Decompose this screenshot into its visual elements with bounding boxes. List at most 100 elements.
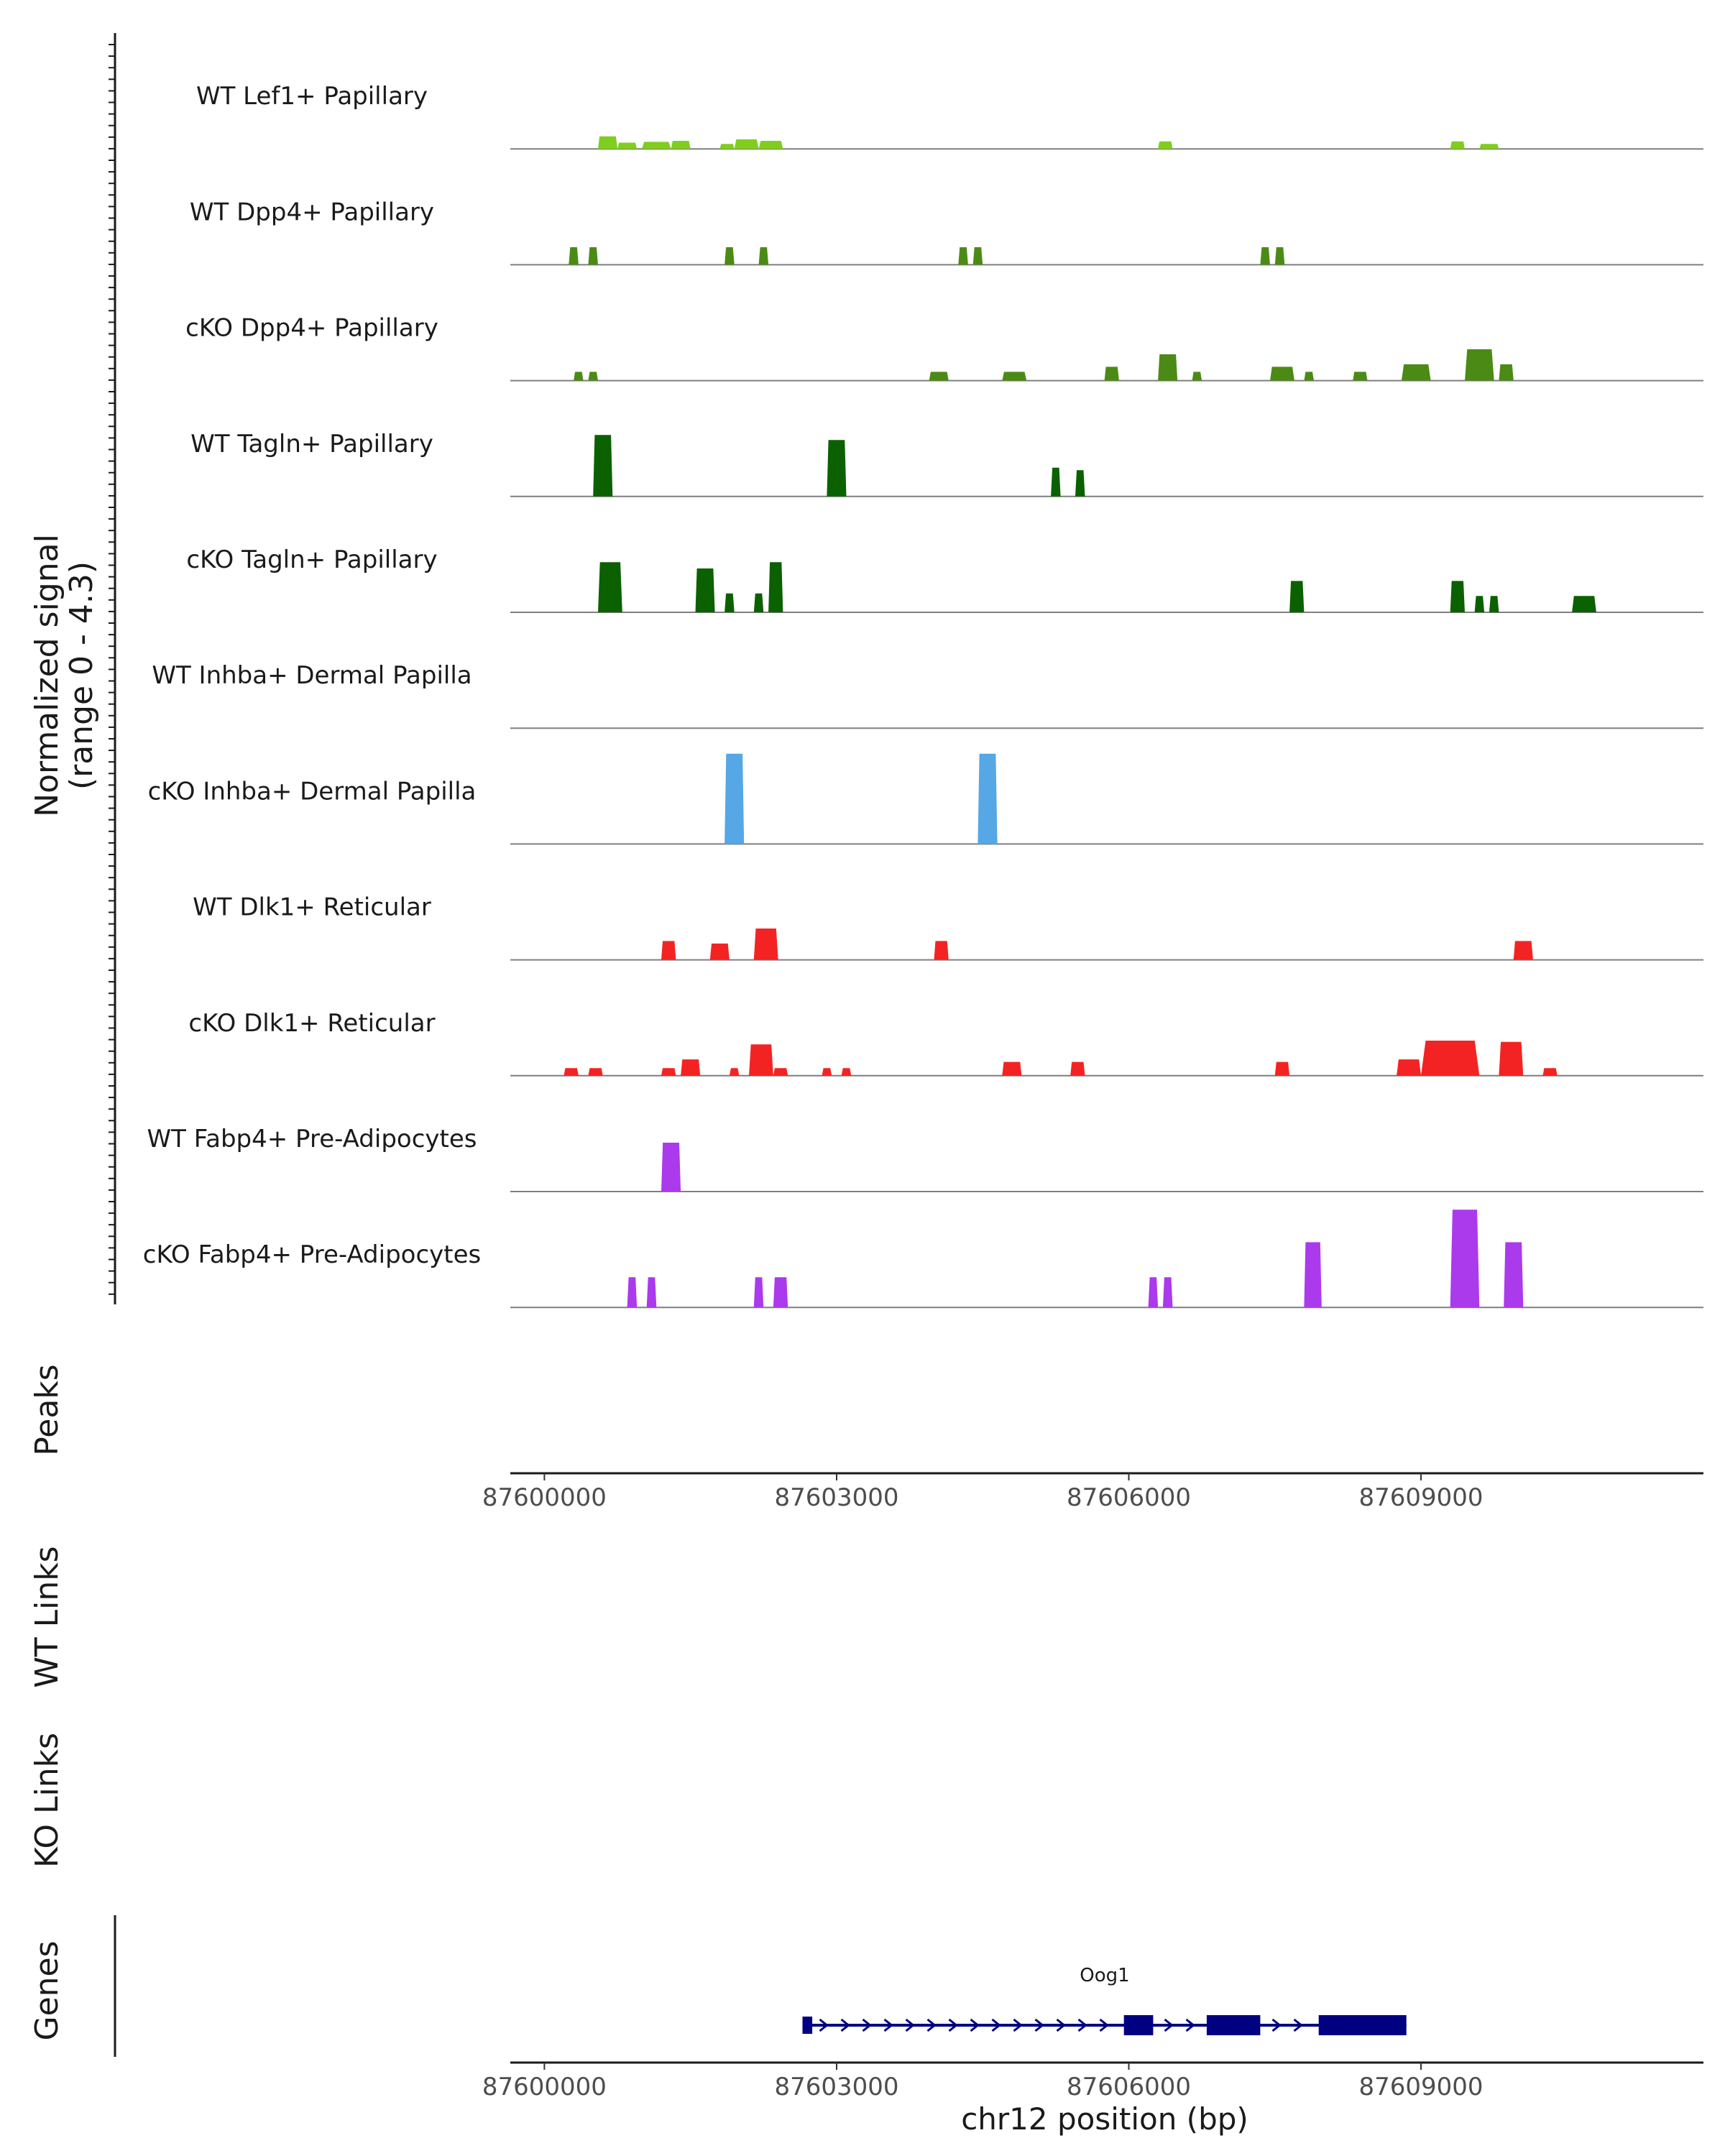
coverage-peak (773, 1068, 788, 1076)
coverage-peak (1002, 1061, 1022, 1076)
strand-arrow (926, 2018, 937, 2032)
strand-arrow (1034, 2018, 1044, 2032)
coverage-peak (758, 141, 783, 149)
track-cko-dpp4-papillary: cKO Dpp4+ Papillary (185, 314, 1703, 382)
coverage-peak (1504, 1242, 1524, 1308)
track-wt-fabp4-pre-adipocytes: WT Fabp4+ Pre-Adipocytes (147, 1125, 1703, 1192)
gene-exon (1206, 2015, 1261, 2035)
strand-arrow (862, 2018, 872, 2032)
coverage-peak (598, 136, 618, 149)
coverage-peak (929, 372, 949, 381)
coverage-peak (1260, 247, 1270, 265)
coverage-peak (671, 141, 691, 149)
genes-x-axis-ticks: 87600000 87603000 87606000 87609000 (482, 2063, 1484, 2101)
strand-arrow (1185, 2018, 1195, 2032)
strand-arrow (840, 2018, 850, 2032)
track-label: WT Fabp4+ Pre-Adipocytes (147, 1125, 477, 1153)
coverage-tracks: WT Lef1+ Papillary WT Dpp4+ Papillary cKO … (143, 82, 1703, 1309)
signal-axis-title: Normalized signal (29, 534, 65, 817)
coverage-peak (588, 372, 598, 381)
coverage-peak (1274, 247, 1285, 265)
coverage-peak (695, 568, 715, 612)
coverage-peak (773, 1277, 788, 1308)
strand-arrow (1271, 2018, 1282, 2032)
track-cko-inhba-dermal-papilla: cKO Inhba+ Dermal Papilla (148, 753, 1703, 845)
coverage-peak (1002, 372, 1027, 381)
coverage-peak (1192, 372, 1202, 381)
coverage-peak (1499, 364, 1514, 381)
coverage-peak (1474, 596, 1485, 612)
track-label: WT Tagln+ Papillary (190, 430, 433, 459)
coverage-peak (598, 562, 622, 612)
peaks-x-axis-tick-label: 87609000 (1358, 1483, 1483, 1512)
signal-axis-subtitle: (range 0 - 4.3) (63, 561, 100, 790)
coverage-peak (1162, 1277, 1173, 1308)
coverage-peak (641, 142, 671, 149)
coverage-peak (1304, 372, 1314, 381)
strand-arrow (1164, 2018, 1174, 2032)
coverage-peak (758, 247, 769, 265)
coverage-peak (1572, 596, 1596, 612)
coverage-peak (1499, 1041, 1524, 1076)
gene-annotation (802, 2015, 1407, 2035)
wt-links-panel-label: WT Links (29, 1546, 65, 1687)
track-wt-inhba-dermal-papilla: WT Inhba+ Dermal Papilla (152, 661, 1703, 729)
track-label: WT Inhba+ Dermal Papilla (152, 661, 472, 690)
coverage-peak (1270, 367, 1294, 381)
coverage-peak (729, 1068, 740, 1076)
coverage-peak (1489, 596, 1499, 612)
gene-exon (802, 2017, 813, 2034)
track-label: cKO Fabp4+ Pre-Adipocytes (143, 1240, 482, 1269)
track-wt-dlk1-reticular: WT Dlk1+ Reticular (193, 893, 1703, 961)
coverage-peak (661, 1143, 681, 1192)
coverage-peak (753, 929, 778, 960)
x-axis-title: chr12 position (bp) (961, 2101, 1248, 2137)
coverage-peak (1304, 1242, 1322, 1308)
gene-label-oog1: Oog1 (1080, 1965, 1129, 1986)
track-wt-tagln-papillary: WT Tagln+ Papillary (190, 430, 1703, 497)
track-cko-tagln-papillary: cKO Tagln+ Papillary (186, 545, 1703, 613)
peaks-x-axis-tick-label: 87600000 (482, 1483, 607, 1512)
coverage-peak (724, 753, 745, 844)
coverage-peak (1158, 354, 1178, 381)
coverage-peak (1421, 1041, 1480, 1076)
coverage-peak (709, 943, 730, 960)
coverage-peak (1479, 144, 1499, 149)
coverage-peak (574, 372, 584, 381)
coverage-peak (1401, 364, 1431, 381)
coverage-peak (1450, 141, 1465, 149)
track-wt-dpp4-papillary: WT Dpp4+ Papillary (190, 198, 1703, 266)
track-label: cKO Tagln+ Papillary (186, 545, 437, 574)
coverage-peak (593, 435, 613, 497)
genes-x-axis-tick-label: 87606000 (1067, 2073, 1191, 2101)
coverage-peak (1289, 581, 1305, 612)
coverage-peak (1397, 1059, 1421, 1076)
coverage-peak (1070, 1061, 1085, 1076)
coverage-peak (661, 941, 676, 960)
track-label: cKO Dpp4+ Papillary (185, 314, 438, 343)
coverage-peak (646, 1277, 657, 1308)
peaks-panel-label: Peaks (29, 1364, 65, 1455)
gene-exon (1123, 2015, 1154, 2035)
track-label: cKO Dlk1+ Reticular (188, 1009, 435, 1038)
coverage-peak (934, 941, 949, 960)
coverage-peak (1051, 467, 1061, 497)
peaks-x-axis-tick-label: 87603000 (774, 1483, 898, 1512)
strand-arrow (991, 2018, 1001, 2032)
coverage-peak (588, 1068, 603, 1076)
coverage-peak (768, 562, 783, 612)
coverage-peak (617, 142, 638, 149)
genes-x-axis-tick-label: 87603000 (774, 2073, 898, 2101)
ko-links-panel-label: KO Links (29, 1733, 65, 1868)
track-label: cKO Inhba+ Dermal Papilla (148, 777, 477, 806)
coverage-peak (822, 1068, 832, 1076)
genes-panel-label: Genes (29, 1940, 65, 2040)
genes-x-axis-tick-label: 87600000 (482, 2073, 607, 2101)
genes-x-axis-tick-label: 87609000 (1358, 2073, 1483, 2101)
coverage-peak (978, 753, 998, 844)
coverage-peak (1542, 1068, 1558, 1076)
coverage-peak (972, 247, 983, 265)
strand-arrow (905, 2018, 915, 2032)
track-cko-fabp4-pre-adipocytes: cKO Fabp4+ Pre-Adipocytes (143, 1210, 1703, 1309)
